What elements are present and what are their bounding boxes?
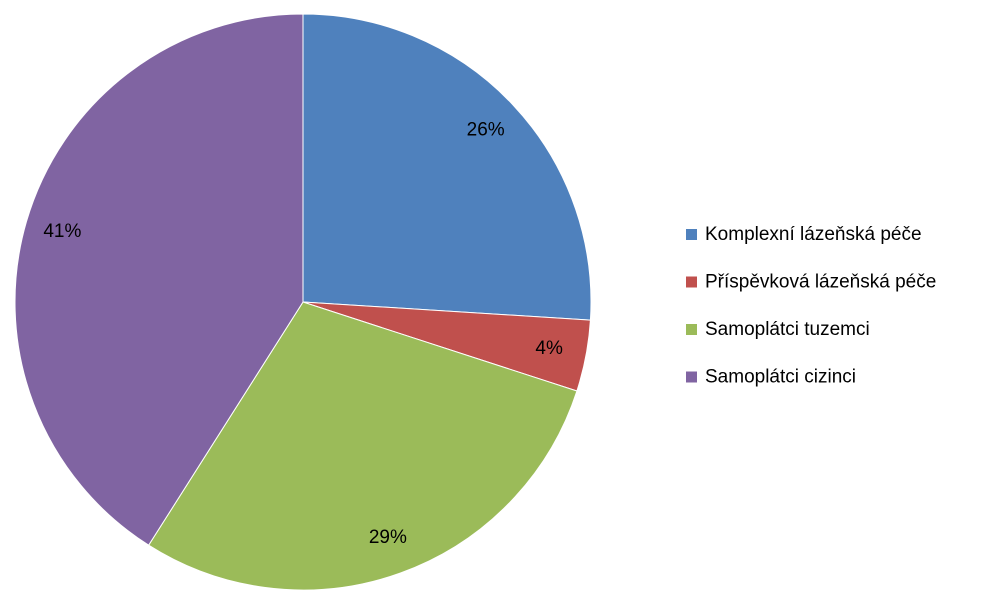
legend-swatch <box>686 229 697 240</box>
legend-label: Samoplátci tuzemci <box>705 319 870 340</box>
legend-swatch <box>686 371 697 383</box>
legend-label: Komplexní lázeňská péče <box>705 224 922 245</box>
data-label: 29% <box>369 527 407 548</box>
legend-label: Samoplátci cizinci <box>705 367 856 388</box>
pie-slice <box>147 301 578 591</box>
data-label: 4% <box>535 338 563 359</box>
legend-swatch <box>686 276 697 288</box>
data-label: 41% <box>43 221 81 242</box>
pie-slice <box>14 13 304 546</box>
legend-label: Příspěvková lázeňská péče <box>705 272 936 293</box>
legend-swatch <box>686 324 697 335</box>
pie-slice <box>302 13 592 321</box>
data-label: 26% <box>467 119 505 140</box>
